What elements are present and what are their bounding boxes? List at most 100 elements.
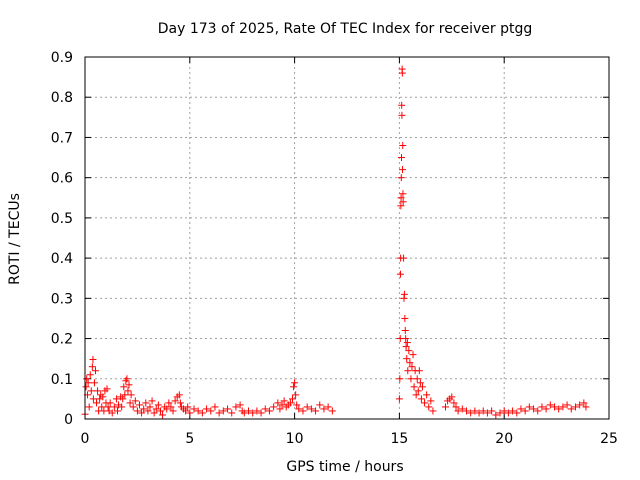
- data-point: [534, 407, 542, 415]
- data-point: [175, 391, 183, 399]
- data-point: [89, 355, 97, 363]
- data-point: [286, 399, 294, 407]
- data-point: [397, 154, 405, 162]
- data-point: [397, 202, 405, 210]
- data-point: [152, 405, 160, 413]
- data-point: [123, 375, 131, 383]
- data-point: [240, 409, 248, 417]
- data-point: [425, 403, 433, 411]
- data-point: [400, 254, 408, 262]
- data-point: [413, 375, 421, 383]
- data-point: [452, 403, 460, 411]
- data-point: [492, 411, 500, 419]
- data-point: [402, 335, 410, 343]
- data-point: [295, 405, 303, 413]
- data-point: [415, 367, 423, 375]
- data-point: [496, 409, 504, 417]
- data-point: [402, 343, 410, 351]
- data-point: [293, 401, 301, 409]
- data-point: [198, 409, 206, 417]
- data-point: [421, 399, 429, 407]
- data-point: [500, 407, 508, 415]
- data-point: [228, 409, 236, 417]
- data-point: [236, 401, 244, 409]
- data-point: [154, 401, 162, 409]
- data-point: [398, 111, 406, 119]
- data-point: [412, 391, 420, 399]
- data-point: [207, 407, 215, 415]
- data-point: [396, 270, 404, 278]
- data-point: [93, 399, 101, 407]
- y-tick-label: 0.4: [51, 251, 73, 267]
- data-point: [104, 403, 112, 411]
- data-point: [88, 363, 96, 371]
- data-point: [90, 379, 98, 387]
- data-point: [129, 403, 137, 411]
- data-point: [186, 409, 194, 417]
- grid-lines: [85, 57, 609, 419]
- data-point: [274, 399, 282, 407]
- data-point: [397, 194, 405, 202]
- data-point: [148, 397, 156, 405]
- data-point: [576, 401, 584, 409]
- x-tick-label: 20: [495, 431, 513, 447]
- data-point: [94, 387, 102, 395]
- data-point: [530, 405, 538, 413]
- data-point: [423, 391, 431, 399]
- data-point: [150, 409, 158, 417]
- data-point: [84, 379, 92, 387]
- data-point: [125, 381, 133, 389]
- x-tick-label: 5: [185, 431, 194, 447]
- data-point: [462, 407, 470, 415]
- axis-ticks: [84, 56, 610, 420]
- data-point: [276, 405, 284, 413]
- data-point: [91, 367, 99, 375]
- x-tick-labels: 0 5 10 15 20 25: [81, 431, 618, 447]
- data-point: [563, 401, 571, 409]
- data-point: [171, 397, 179, 405]
- data-point: [551, 403, 559, 411]
- data-point: [211, 403, 219, 411]
- data-point: [479, 407, 487, 415]
- data-point: [135, 401, 143, 409]
- data-point: [299, 407, 307, 415]
- data-point: [99, 393, 107, 401]
- data-point: [398, 101, 406, 109]
- data-point: [418, 383, 426, 391]
- data-point: [261, 405, 269, 413]
- data-point: [126, 399, 134, 407]
- x-tick-label: 15: [390, 431, 408, 447]
- x-tick-label: 10: [286, 431, 304, 447]
- y-tick-label: 0.8: [51, 90, 73, 106]
- data-point: [416, 379, 424, 387]
- data-point: [488, 407, 496, 415]
- data-point: [138, 409, 146, 417]
- data-point: [131, 397, 139, 405]
- data-point: [219, 407, 227, 415]
- data-point: [291, 379, 299, 387]
- data-point: [555, 405, 563, 413]
- data-points: [81, 65, 590, 419]
- data-point: [542, 405, 550, 413]
- data-point: [98, 403, 106, 411]
- data-point: [87, 387, 95, 395]
- y-tick-label: 0.2: [51, 332, 73, 348]
- y-tick-label: 0.5: [51, 211, 73, 227]
- data-point: [108, 409, 116, 417]
- data-point: [399, 141, 407, 149]
- data-point: [290, 383, 298, 391]
- data-point: [103, 385, 111, 393]
- data-point: [312, 407, 320, 415]
- data-point: [404, 367, 412, 375]
- data-point: [483, 409, 491, 417]
- data-point: [182, 407, 190, 415]
- data-point: [215, 409, 223, 417]
- data-point: [316, 401, 324, 409]
- data-point: [176, 399, 184, 407]
- data-point: [410, 383, 418, 391]
- data-point: [118, 403, 126, 411]
- data-point: [124, 387, 132, 395]
- data-point: [244, 407, 252, 415]
- data-point: [144, 407, 152, 415]
- y-tick-label: 0.6: [51, 171, 73, 187]
